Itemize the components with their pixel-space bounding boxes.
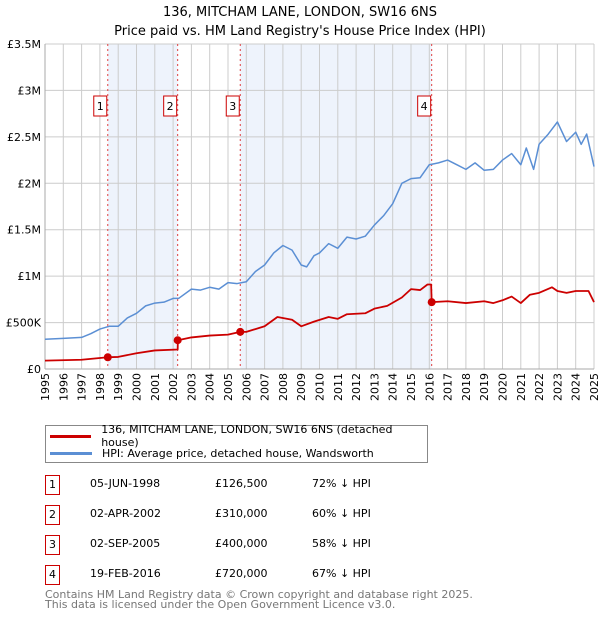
x-tick-label: 2011 bbox=[332, 373, 345, 401]
sale-date: 02-APR-2002 bbox=[90, 507, 162, 520]
x-tick-label: 2016 bbox=[423, 373, 436, 401]
footer: Contains HM Land Registry data © Crown c… bbox=[45, 588, 473, 611]
title-line-1: 136, MITCHAM LANE, LONDON, SW16 6NS bbox=[162, 5, 438, 20]
x-tick-label: 1995 bbox=[39, 373, 52, 401]
x-tick-label: 2009 bbox=[295, 373, 308, 401]
y-tick-label: £3.5M bbox=[7, 38, 41, 51]
x-tick-label: 1997 bbox=[76, 373, 89, 401]
sale-point bbox=[236, 327, 245, 336]
sale-price: £720,000 bbox=[215, 567, 268, 580]
x-tick-label: 2004 bbox=[204, 373, 217, 401]
x-tick-label: 1998 bbox=[94, 373, 107, 401]
y-tick-label: £1.5M bbox=[7, 224, 41, 237]
x-tick-label: 2015 bbox=[405, 373, 418, 401]
sale-label: 2 bbox=[163, 95, 178, 117]
x-tick-label: 2006 bbox=[240, 373, 253, 401]
shaded-period bbox=[240, 44, 432, 369]
sale-hpi-diff: 60% ↓ HPI bbox=[312, 507, 371, 520]
x-tick-label: 2001 bbox=[149, 373, 162, 401]
legend-item-property: 136, MITCHAM LANE, LONDON, SW16 6NS (det… bbox=[50, 423, 427, 449]
property-line bbox=[44, 283, 595, 362]
sale-marker-box: 4 bbox=[45, 565, 60, 585]
x-tick-label: 2014 bbox=[387, 373, 400, 401]
sale-date: 19-FEB-2016 bbox=[90, 567, 161, 580]
sale-label-number: 3 bbox=[229, 100, 236, 113]
sale-point bbox=[427, 298, 436, 307]
x-tick-label: 1996 bbox=[57, 373, 70, 401]
legend-item-hpi: HPI: Average price, detached house, Wand… bbox=[50, 445, 374, 461]
sale-label-box bbox=[225, 95, 240, 117]
y-tick-label: £3M bbox=[18, 84, 42, 97]
sale-price: £400,000 bbox=[215, 537, 268, 550]
sale-marker-box: 1 bbox=[45, 475, 60, 495]
sale-point bbox=[103, 353, 112, 362]
sale-hpi-diff: 58% ↓ HPI bbox=[312, 537, 371, 550]
legend-label-property: 136, MITCHAM LANE, LONDON, SW16 6NS (det… bbox=[101, 423, 393, 449]
chart-title: 136, MITCHAM LANE, LONDON, SW16 6NS Pric… bbox=[0, 3, 600, 41]
sale-point bbox=[173, 336, 182, 345]
y-tick-label: £0 bbox=[27, 363, 41, 376]
sale-label-box bbox=[163, 95, 178, 117]
sale-hpi-diff: 67% ↓ HPI bbox=[312, 567, 371, 580]
x-tick-label: 2000 bbox=[131, 373, 144, 401]
x-tick-label: 2002 bbox=[167, 373, 180, 401]
sale-label: 1 bbox=[93, 95, 108, 117]
legend-swatch-hpi bbox=[50, 451, 92, 455]
y-tick-label: £2.5M bbox=[7, 131, 41, 144]
sale-label-box bbox=[93, 95, 108, 117]
x-tick-label: 2017 bbox=[442, 373, 455, 401]
sale-marker-box: 3 bbox=[45, 535, 60, 555]
sale-label-number: 1 bbox=[97, 100, 104, 113]
sale-marker-box: 2 bbox=[45, 505, 60, 525]
y-tick-label: £1M bbox=[18, 270, 42, 283]
y-tick-label: £2M bbox=[18, 177, 42, 190]
sale-label-box bbox=[417, 95, 432, 117]
x-tick-label: 2003 bbox=[185, 373, 198, 401]
title-line-2: Price paid vs. HM Land Registry's House … bbox=[114, 24, 486, 39]
sale-label: 4 bbox=[417, 95, 432, 117]
x-tick-label: 2023 bbox=[551, 373, 564, 401]
sale-label-number: 2 bbox=[167, 100, 174, 113]
price-chart: 1995 1996 1997 1998 1999 2000 2001 2002 2003 2004… bbox=[6, 38, 600, 401]
footer-line-1: Contains HM Land Registry data © Crown c… bbox=[45, 588, 473, 601]
legend: 136, MITCHAM LANE, LONDON, SW16 6NS (det… bbox=[45, 423, 428, 463]
x-tick-label: 2021 bbox=[515, 373, 528, 401]
x-tick-label: 2022 bbox=[533, 373, 546, 401]
x-tick-label: 2005 bbox=[222, 373, 235, 401]
x-tick-label: 2025 bbox=[588, 373, 600, 401]
x-tick-label: 2007 bbox=[259, 373, 272, 401]
footer-line-2: This data is licensed under the Open Gov… bbox=[45, 598, 396, 611]
x-tick-label: 1999 bbox=[112, 373, 125, 401]
x-tick-label: 2020 bbox=[497, 373, 510, 401]
x-tick-label: 2008 bbox=[277, 373, 290, 401]
sale-hpi-diff: 72% ↓ HPI bbox=[312, 477, 371, 490]
hpi-line bbox=[44, 121, 595, 341]
legend-swatch-property bbox=[50, 434, 92, 438]
x-tick-label: 2019 bbox=[478, 373, 491, 401]
x-tick-label: 2018 bbox=[460, 373, 473, 401]
x-tick-label: 2024 bbox=[570, 373, 583, 401]
y-tick-label: £500K bbox=[6, 317, 42, 330]
sale-price: £126,500 bbox=[215, 477, 268, 490]
x-tick-label: 2010 bbox=[314, 373, 327, 401]
sale-date: 02-SEP-2005 bbox=[90, 537, 161, 550]
legend-label-hpi: HPI: Average price, detached house, Wand… bbox=[102, 446, 374, 460]
sale-label: 3 bbox=[225, 95, 240, 117]
sale-price: £310,000 bbox=[215, 507, 268, 520]
x-tick-label: 2012 bbox=[350, 373, 363, 401]
sale-label-number: 4 bbox=[421, 100, 428, 113]
x-tick-label: 2013 bbox=[368, 373, 381, 401]
sale-date: 05-JUN-1998 bbox=[90, 477, 161, 490]
